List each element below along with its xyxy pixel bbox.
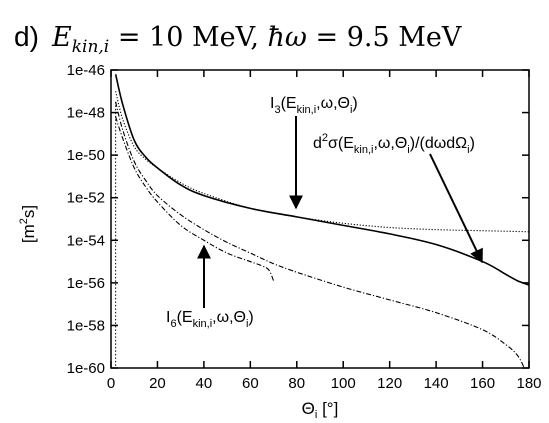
series-line-3 xyxy=(115,101,525,369)
x-tick-label: 180 xyxy=(516,375,541,392)
y-tick-label: 1e-50 xyxy=(67,147,105,164)
plot-frame xyxy=(110,69,530,369)
x-tick-label: 40 xyxy=(196,375,213,392)
chart-title: Ekin,i = 10 MeV, ħω = 9.5 MeV xyxy=(51,22,462,57)
annotation-cross-section: d2σ(Ekin,i,ω,Θi)/(dωdΩi) xyxy=(313,132,475,156)
annotation-i3: I3(Ekin,i,ω,Θi) xyxy=(270,95,358,116)
x-tick-label: 140 xyxy=(424,375,449,392)
series-lines xyxy=(114,74,530,369)
x-tick-label: 20 xyxy=(149,375,166,392)
y-tick-label: 1e-56 xyxy=(67,275,105,292)
x-axis-label: Θi [°] xyxy=(302,399,339,421)
y-axis-label: [m2s] xyxy=(18,205,38,243)
x-tick-label: 80 xyxy=(288,375,305,392)
y-tick-label: 1e-52 xyxy=(67,190,105,207)
x-tick-label: 120 xyxy=(377,375,402,392)
y-tick-label: 1e-46 xyxy=(67,62,105,79)
y-tick-label: 1e-58 xyxy=(67,317,105,334)
y-tick-label: 1e-54 xyxy=(67,232,105,249)
y-tick-label: 1e-48 xyxy=(67,105,105,122)
axis-ticks: 0 20 40 60 80 100 120 140 160 180 1e-46 1e-48 1e-50 1… xyxy=(67,62,542,392)
x-tick-label: 160 xyxy=(470,375,495,392)
x-tick-label: 60 xyxy=(242,375,259,392)
series-line-4 xyxy=(115,116,275,281)
x-tick-label: 0 xyxy=(107,375,115,392)
x-tick-label: 100 xyxy=(331,375,356,392)
annotation-i6: I6(Ekin,i,ω,Θi) xyxy=(166,309,254,330)
arrow-cross-section xyxy=(429,153,483,264)
series-line-2 xyxy=(115,91,530,233)
series-line-1 xyxy=(114,74,530,286)
panel-label: d) xyxy=(14,21,39,52)
y-tick-label: 1e-60 xyxy=(67,360,105,377)
